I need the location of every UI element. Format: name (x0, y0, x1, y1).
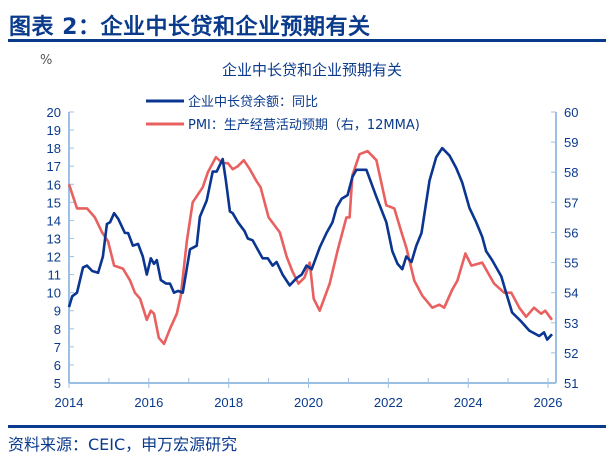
right-tick-label: 55 (564, 256, 578, 271)
right-tick-label: 57 (564, 195, 578, 210)
title-divider (8, 39, 606, 42)
left-tick-label: 9 (54, 304, 61, 319)
left-tick-label: 5 (54, 376, 61, 391)
right-tick-label: 56 (564, 225, 578, 240)
x-tick-label: 2016 (134, 395, 163, 410)
right-tick-label: 51 (564, 376, 578, 391)
mid-long-term-loans-line (67, 146, 553, 341)
x-tick-label: 2020 (294, 395, 323, 410)
right-tick-label: 60 (564, 105, 578, 120)
left-tick-label: 10 (47, 286, 61, 301)
left-tick-label: 17 (47, 159, 61, 174)
x-tick-label: 2018 (214, 395, 243, 410)
left-tick-label: 13 (47, 231, 61, 246)
left-tick-label: 20 (47, 105, 61, 120)
figure-title: 图表 2：企业中长贷和企业预期有关 (9, 15, 371, 40)
left-tick-label: 18 (47, 141, 61, 156)
source-note: 资料来源：CEIC，申万宏源研究 (8, 435, 238, 454)
left-axis-unit: % (40, 53, 52, 68)
x-tick-label: 2026 (534, 395, 563, 410)
legend: 企业中长贷余额：同比 PMI：生产经营活动预期（右，12MMA) (146, 94, 420, 133)
left-tick-label: 6 (54, 358, 61, 373)
legend-label-pmi: PMI：生产经营活动预期（右，12MMA) (188, 118, 420, 133)
chart-title: 企业中长贷和企业预期有关 (222, 61, 402, 79)
right-tick-label: 58 (564, 165, 578, 180)
right-tick-label: 54 (564, 286, 578, 301)
left-tick-label: 8 (54, 322, 61, 337)
left-tick-label: 14 (47, 213, 61, 228)
left-tick-label: 19 (47, 123, 61, 138)
left-tick-label: 16 (47, 177, 61, 192)
left-tick-label: 15 (47, 195, 61, 210)
source-divider (8, 425, 606, 428)
left-tick-label: 7 (54, 340, 61, 355)
x-tick-label: 2024 (454, 395, 483, 410)
right-tick-label: 59 (564, 135, 578, 150)
legend-label-loans: 企业中长贷余额：同比 (188, 94, 318, 110)
x-tick-label: 2022 (374, 395, 403, 410)
pmi-expectation-line (67, 149, 554, 346)
right-tick-label: 52 (564, 346, 578, 361)
left-tick-label: 12 (47, 250, 61, 265)
x-tick-label: 2014 (55, 395, 84, 410)
left-tick-label: 11 (48, 268, 62, 283)
right-tick-label: 53 (564, 316, 578, 331)
